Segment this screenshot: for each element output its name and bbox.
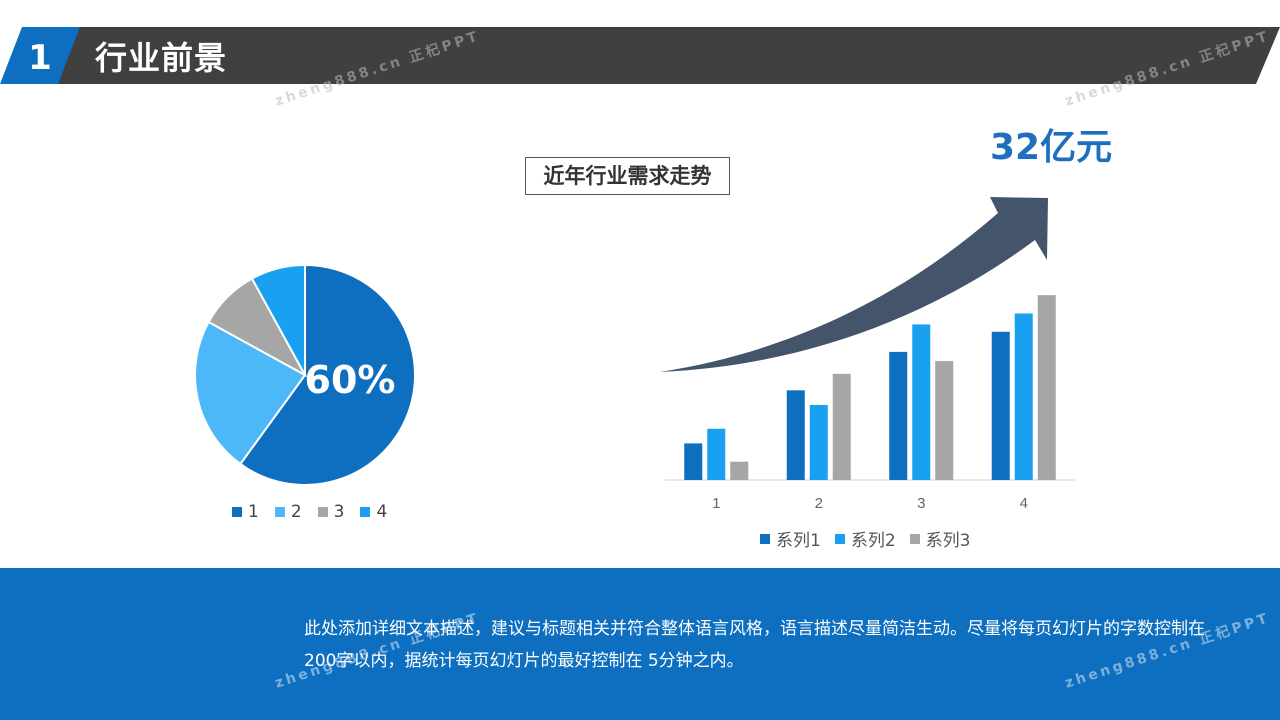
bar-legend-label: 系列2 xyxy=(850,531,896,551)
legend-swatch xyxy=(274,507,285,517)
legend-swatch xyxy=(760,533,770,544)
bar xyxy=(684,443,703,480)
bar xyxy=(991,331,1010,480)
bar-legend-item: 系列1 xyxy=(760,526,821,551)
description-text: 此处添加详细文本描述，建议与标题相关并符合整体语言风格，语言描述尽量简洁生动。尽… xyxy=(304,619,1205,671)
bar-legend-label: 系列3 xyxy=(925,531,971,551)
section-number: 1 xyxy=(28,38,52,78)
pie-legend-label: 2 xyxy=(290,502,302,522)
legend-swatch xyxy=(834,533,845,544)
bar xyxy=(786,390,805,480)
legend-swatch xyxy=(909,533,920,544)
pie-legend: 1 2 3 4 xyxy=(232,502,387,522)
header-dark-bar xyxy=(56,27,1280,84)
bar xyxy=(912,324,931,480)
pie-legend-item: 1 xyxy=(232,502,259,522)
x-tick-label: 4 xyxy=(1020,495,1028,512)
bar-legend-item: 系列3 xyxy=(909,526,971,551)
pie-legend-item: 2 xyxy=(274,502,302,522)
pie-legend-label: 4 xyxy=(376,502,388,522)
bar xyxy=(1037,295,1056,480)
pie-legend-item: 4 xyxy=(360,502,387,522)
header-banner xyxy=(0,27,1280,84)
pie-chart xyxy=(194,263,416,486)
legend-swatch xyxy=(232,507,242,517)
trend-arrow-icon xyxy=(660,197,1048,372)
bar-chart: 1 2 3 4 xyxy=(665,295,1075,512)
x-tick-label: 2 xyxy=(815,495,823,512)
bar xyxy=(935,361,954,480)
bar xyxy=(730,461,749,480)
pie-legend-item: 3 xyxy=(317,502,345,522)
bar-legend-label: 系列1 xyxy=(776,531,821,551)
page-title: 行业前景 xyxy=(95,39,228,77)
chart-title: 近年行业需求走势 xyxy=(525,157,730,195)
legend-swatch xyxy=(317,507,328,517)
bar-legend: 系列1 系列2 系列3 xyxy=(760,526,970,551)
pie-center-label: 60% xyxy=(304,358,396,402)
bar-legend-item: 系列2 xyxy=(834,526,896,551)
pie-legend-label: 3 xyxy=(333,502,345,522)
pie-slice xyxy=(194,320,307,466)
bar xyxy=(707,428,726,480)
big-value: 32亿元 xyxy=(990,127,1113,168)
x-tick-label: 3 xyxy=(917,495,925,512)
pie-legend-label: 1 xyxy=(248,502,259,522)
bar xyxy=(809,404,828,480)
bar xyxy=(832,373,851,480)
header-number-box xyxy=(0,27,80,84)
x-tick-label: 1 xyxy=(712,495,720,512)
pie-slice xyxy=(238,263,416,486)
bar xyxy=(889,351,908,480)
trend-arrow xyxy=(660,197,1048,372)
legend-swatch xyxy=(360,507,371,517)
pie-slice xyxy=(250,263,306,376)
bar xyxy=(1014,313,1033,480)
footer-band xyxy=(0,568,1280,720)
